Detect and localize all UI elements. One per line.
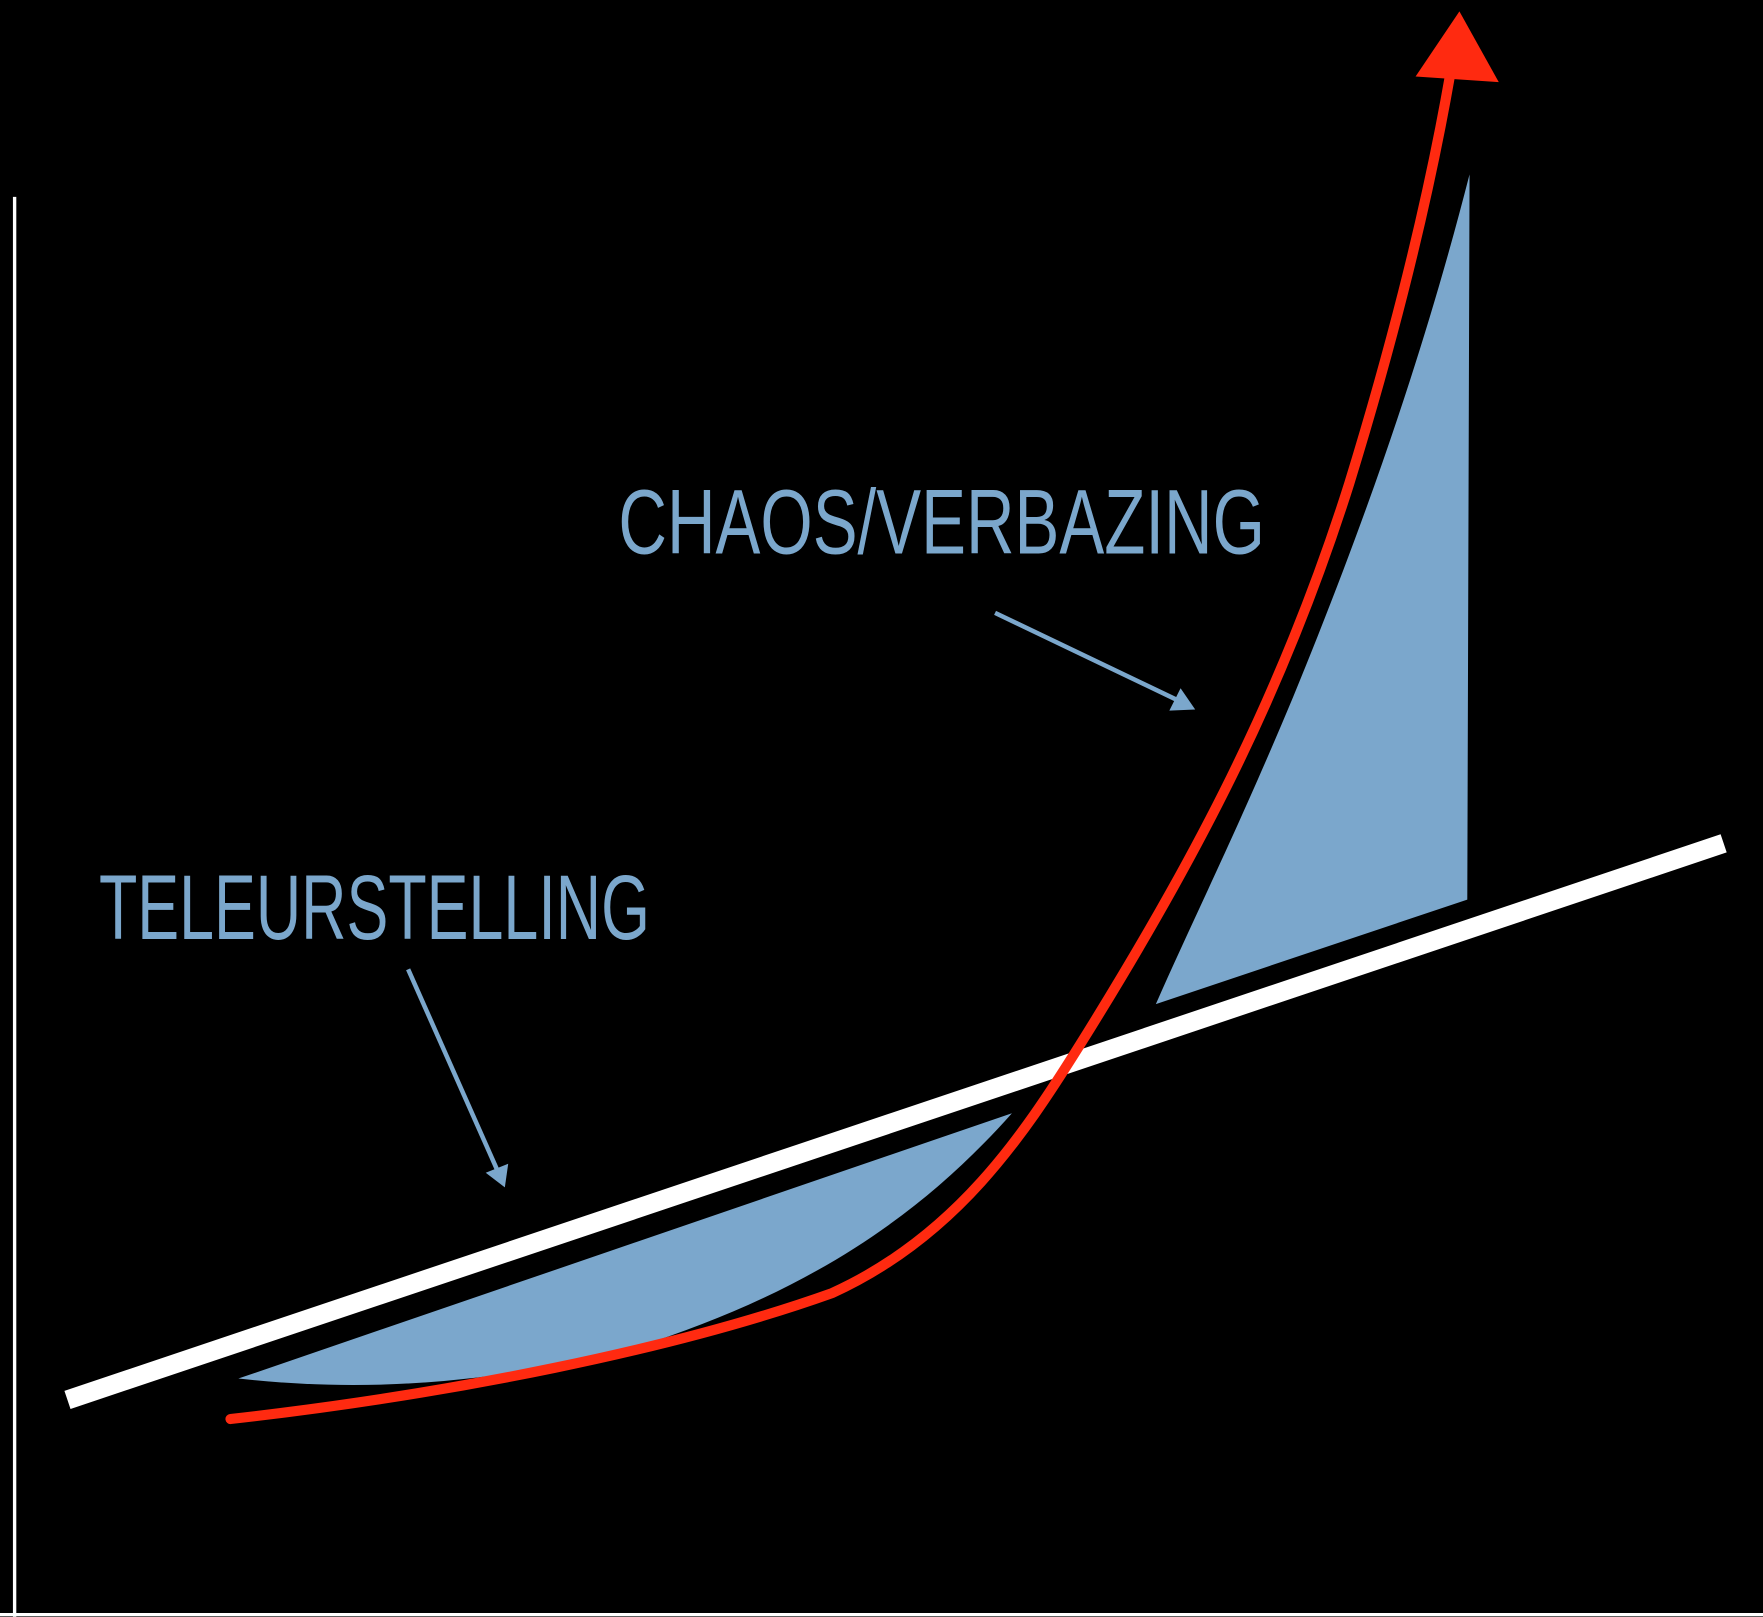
- chaos-label: CHAOS/VERBAZING: [618, 470, 1265, 573]
- disappointment-area: [238, 1113, 1012, 1385]
- pointer-arrow: [994, 610, 1180, 703]
- reality-curve: [225, 68, 1456, 1425]
- pointer-arrow: [406, 968, 500, 1171]
- pointer-arrowhead: [485, 1163, 509, 1188]
- curve-arrowhead: [1415, 11, 1499, 83]
- disappointment-label: TELEURSTELLING: [99, 856, 650, 959]
- chaos-area: [1155, 174, 1470, 1005]
- pointer-arrowhead: [1169, 688, 1196, 711]
- expectation-line: [64, 834, 1727, 1409]
